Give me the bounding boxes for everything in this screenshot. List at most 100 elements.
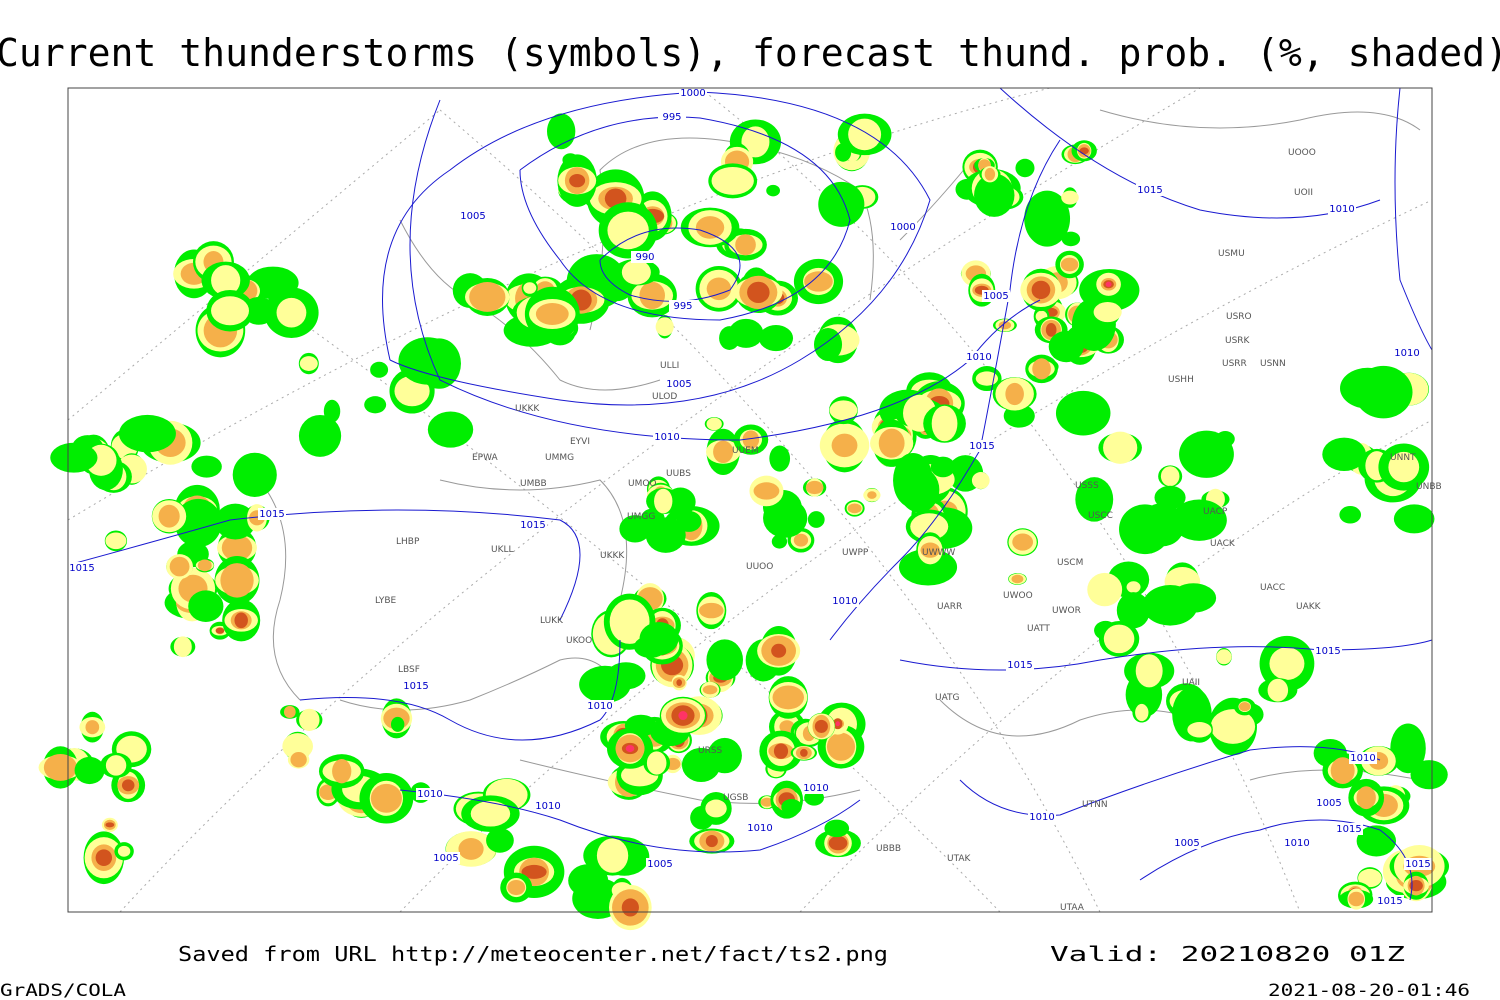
shade-cell — [713, 440, 734, 464]
isobar-label: 1005 — [983, 291, 1008, 302]
shade-cell — [390, 716, 405, 732]
shade-cell — [984, 167, 996, 181]
isobar-label: 1015 — [1007, 660, 1032, 671]
shade-cell — [1135, 654, 1163, 688]
shade-cell — [211, 265, 241, 296]
shade-cell — [848, 118, 882, 151]
shade-cell — [807, 511, 825, 528]
isobar-label-bg — [1328, 203, 1356, 215]
shade-cell — [1215, 430, 1235, 447]
shade-cell — [793, 533, 809, 547]
shade-cell — [781, 798, 802, 815]
isobar-label-bg — [586, 700, 614, 712]
shade-cell — [1322, 437, 1366, 472]
station-label: UACK — [1210, 539, 1236, 549]
shade-cell — [290, 752, 307, 768]
station-label: UTAA — [1060, 903, 1085, 913]
station-label: UWOR — [1052, 606, 1081, 616]
isobar-label: 1015 — [1405, 859, 1430, 870]
shade-cell — [74, 756, 105, 785]
shade-cell — [1170, 583, 1217, 613]
isobar-label: 1010 — [587, 701, 612, 712]
station-label: UKKK — [600, 551, 625, 561]
station-label: UWWW — [922, 548, 955, 558]
shade-cell — [814, 719, 828, 733]
isobar-label-bg — [432, 852, 460, 864]
shade-cell — [772, 685, 804, 710]
shade-cell — [1061, 190, 1079, 205]
shade-cell — [1119, 504, 1171, 555]
station-label: USRO — [1226, 312, 1252, 322]
shade-cell — [427, 411, 474, 448]
isobar-label: 1010 — [417, 789, 442, 800]
isobar-label: 1015 — [1336, 824, 1361, 835]
shade-cell — [221, 534, 253, 561]
shade-cell — [596, 838, 629, 873]
station-label: UACC — [1260, 583, 1285, 593]
shade-cell — [1210, 709, 1256, 744]
isobar-label: 1000 — [680, 88, 705, 99]
station-label: LHBP — [396, 537, 420, 547]
shade-cell — [1126, 581, 1141, 593]
isobar-label-bg — [534, 800, 562, 812]
shade-cell — [1171, 499, 1227, 541]
shade-cell — [735, 234, 756, 256]
shade-cell — [1079, 147, 1089, 155]
isobar-label-bg — [459, 210, 487, 222]
shade-cell — [50, 442, 98, 473]
shade-cell — [298, 414, 342, 457]
shade-cell — [930, 456, 956, 478]
station-label: USCM — [1057, 558, 1083, 568]
shade-cell — [619, 515, 651, 543]
shade-cell — [609, 599, 650, 644]
shade-cell — [1103, 624, 1135, 654]
shade-cell — [678, 710, 688, 721]
shade-cell — [568, 864, 609, 898]
isobar-label: 1010 — [1029, 812, 1054, 823]
shade-cell — [760, 797, 774, 807]
valid-time: Valid: 20210820 01Z — [1050, 942, 1405, 966]
shade-cell — [828, 835, 848, 851]
station-label: UWOO — [1003, 591, 1033, 601]
shade-cell — [835, 721, 840, 727]
isobar-label-bg — [802, 782, 830, 794]
shade-cell — [655, 317, 674, 337]
isobar-label-bg — [646, 858, 674, 870]
shade-cell — [831, 433, 858, 458]
isobar-label: 1010 — [1329, 204, 1354, 215]
shade-cell — [469, 281, 506, 312]
isobar-label: 1015 — [1315, 646, 1340, 657]
shade-cell — [95, 849, 113, 867]
shade-cell — [1356, 825, 1397, 857]
shade-cell — [1390, 723, 1426, 774]
station-label: LYBE — [375, 596, 396, 606]
shade-cell — [695, 216, 725, 239]
isobar-label: 1010 — [535, 801, 560, 812]
isobar-label: 1010 — [747, 823, 772, 834]
isobar-label-bg — [679, 87, 707, 99]
shade-cell — [621, 898, 639, 917]
shade-cell — [747, 281, 770, 304]
shade-cell — [1216, 649, 1232, 665]
shade-cell — [706, 417, 722, 431]
timestamp: 2021-08-20-01:46 — [1268, 981, 1470, 1000]
station-label: LUKK — [540, 616, 564, 626]
shade-cell — [771, 643, 787, 658]
station-label: UKKK — [515, 404, 540, 414]
station-label: UATT — [1027, 624, 1050, 634]
shade-cell — [1160, 466, 1180, 487]
shade-cell — [521, 864, 547, 879]
shade-cell — [299, 356, 318, 371]
shade-cell — [711, 166, 754, 195]
shade-cell — [1409, 880, 1423, 892]
shade-cell — [118, 414, 176, 453]
shade-cell — [1103, 431, 1138, 464]
shade-cell — [1267, 678, 1289, 702]
station-label: ULOD — [652, 392, 677, 402]
shade-cell — [719, 326, 740, 350]
shade-cell — [364, 396, 387, 414]
station-label: EPWA — [472, 453, 499, 463]
shade-cell — [1410, 760, 1448, 790]
shade-cell — [706, 277, 732, 301]
shade-cell — [646, 751, 667, 775]
